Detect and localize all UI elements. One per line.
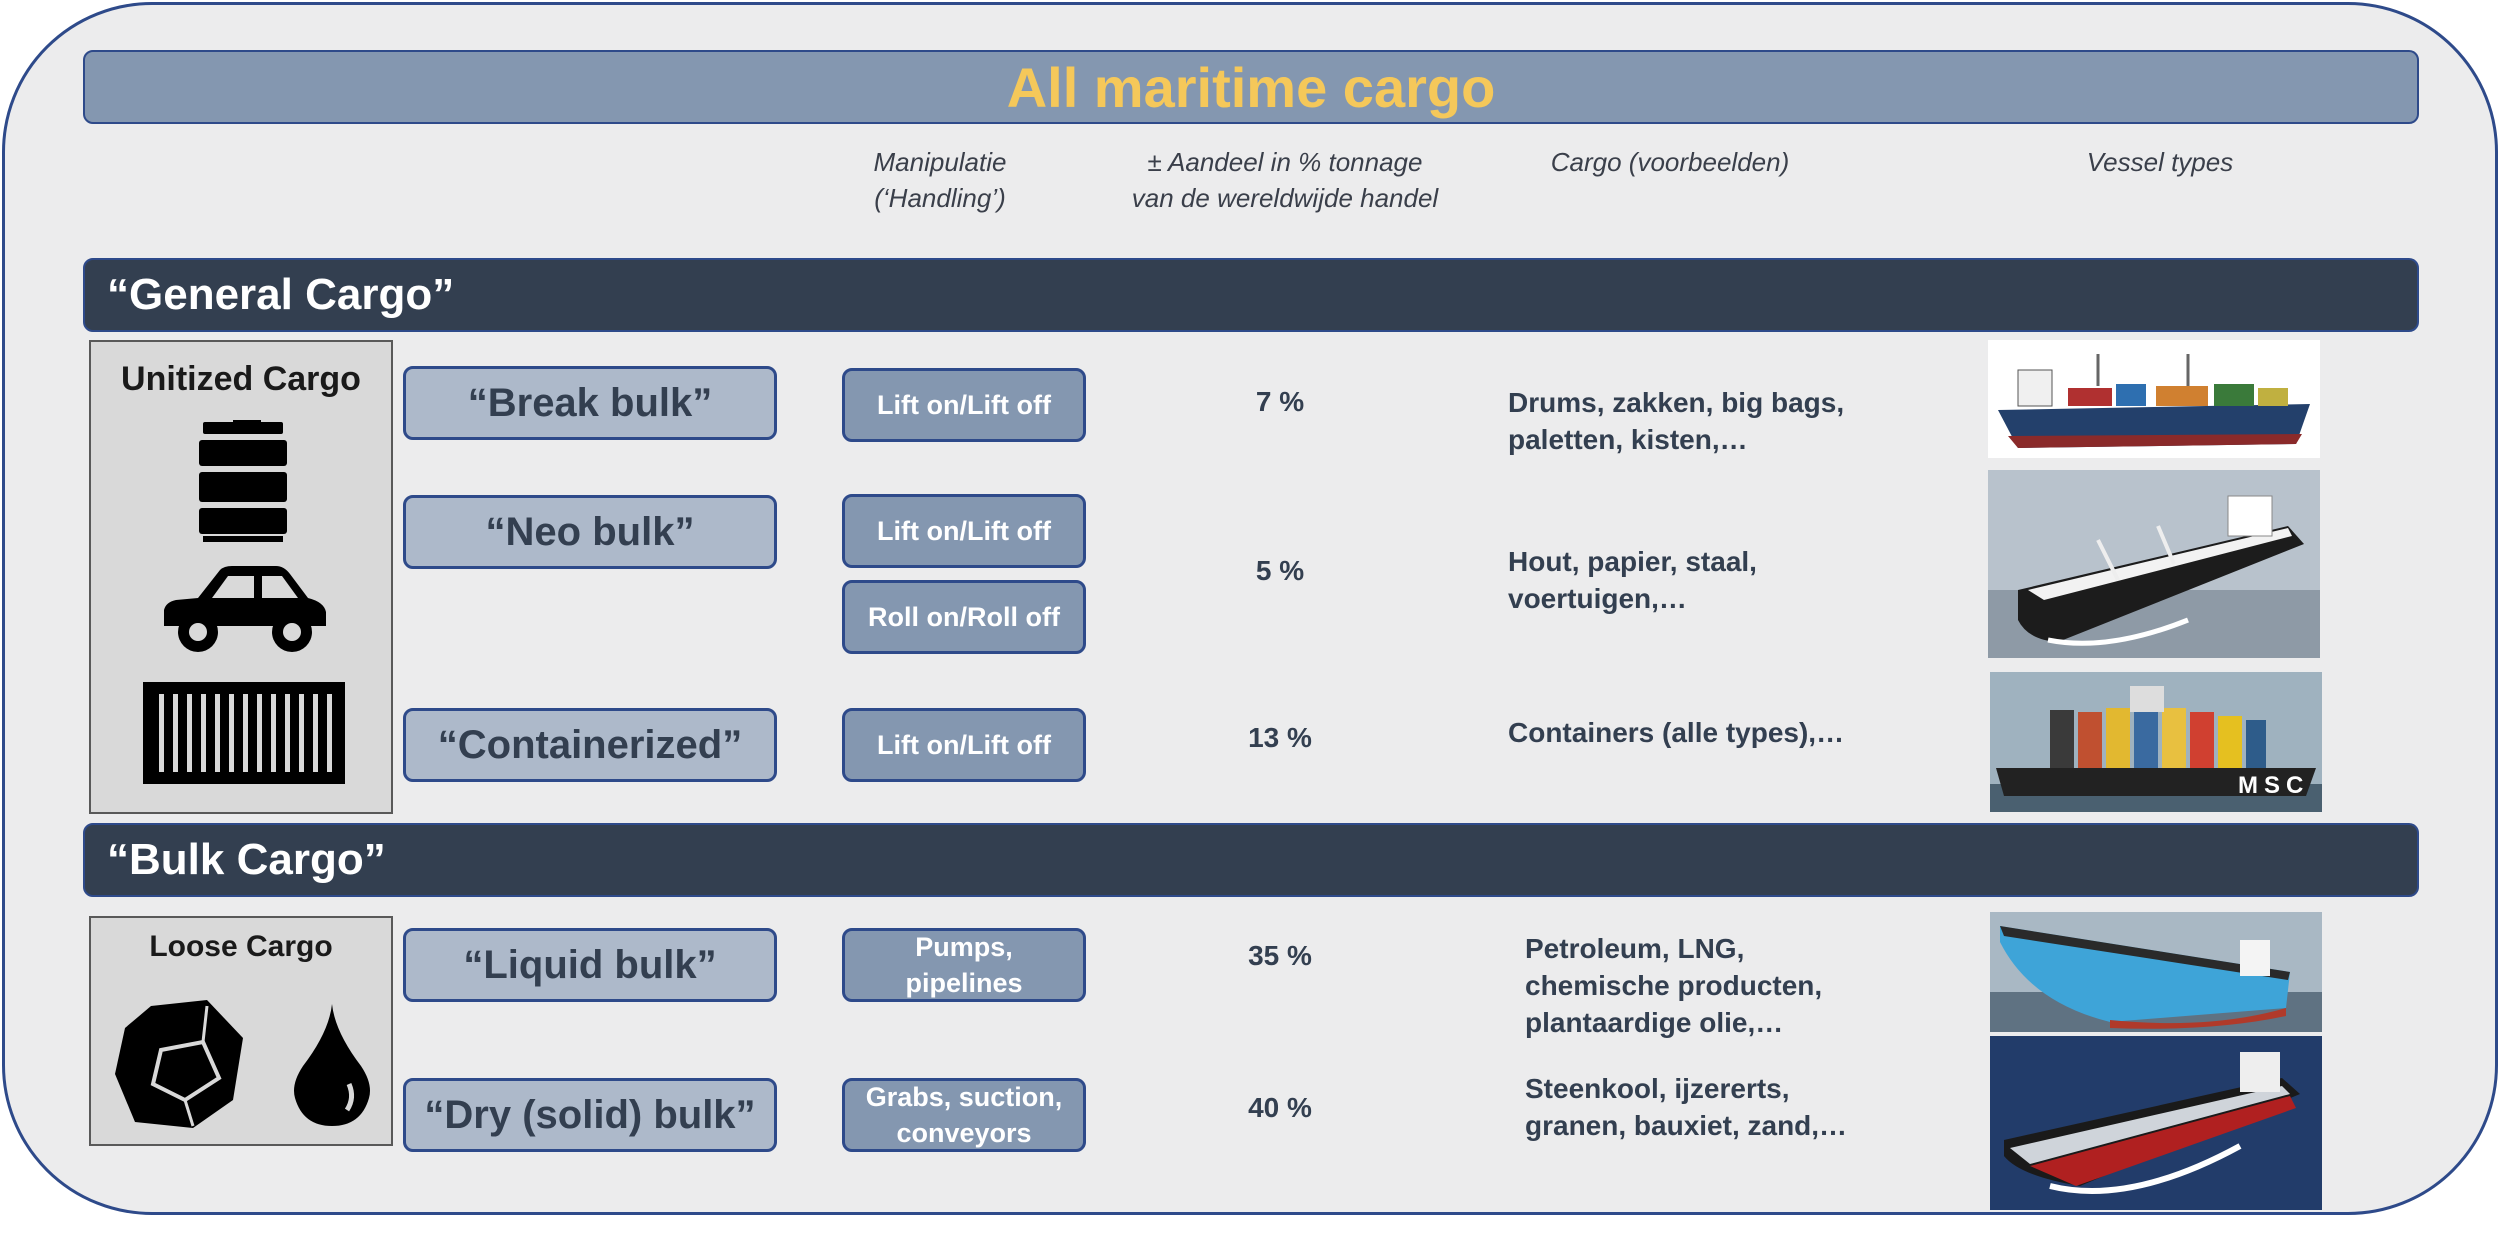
handling-neo-bulk-lolo: Lift on/Lift off	[842, 494, 1086, 568]
cargo-liquid-bulk: Petroleum, LNG, chemische producten, pla…	[1525, 933, 1823, 1038]
category-containerized: “Containerized”	[403, 708, 777, 782]
vessel-label-msc: MSC	[2238, 772, 2310, 799]
column-header-handling: Manipulatie (‘Handling’)	[873, 147, 1007, 213]
handling-break-bulk: Lift on/Lift off	[842, 368, 1086, 442]
handling-containerized: Lift on/Lift off	[842, 708, 1086, 782]
rock-icon	[111, 998, 247, 1137]
cargo-dry-bulk: Steenkool, ijzererts, granen, bauxiet, z…	[1525, 1073, 1848, 1141]
share-neo-bulk: 5 %	[1255, 555, 1305, 586]
barrel-icon	[193, 420, 293, 547]
car-icon	[158, 560, 330, 661]
unitized-cargo-icon-box: Unitized Cargo	[89, 340, 393, 814]
cargo-neo-bulk: Hout, papier, staal, voertuigen,…	[1508, 546, 1757, 614]
share-break-bulk: 7 %	[1255, 386, 1305, 417]
share-liquid-bulk: 35 %	[1248, 940, 1312, 971]
category-liquid-bulk: “Liquid bulk”	[403, 928, 777, 1002]
section-header-general-cargo: “General Cargo”	[83, 258, 2419, 332]
category-neo-bulk: “Neo bulk”	[403, 495, 777, 569]
loose-cargo-icon-box: Loose Cargo	[89, 916, 393, 1146]
container-ship-image: MSC	[1990, 672, 2322, 812]
cargo-containerized: Containers (alle types),…	[1508, 717, 1845, 748]
icon-box-title: Unitized Cargo	[121, 360, 361, 398]
column-header-share: ± Aandeel in % tonnage van de wereldwijd…	[1131, 147, 1439, 213]
handling-liquid-bulk: Pumps, pipelines	[842, 928, 1086, 1002]
category-break-bulk: “Break bulk”	[403, 366, 777, 440]
column-header-vessels: Vessel types	[2086, 147, 2234, 177]
dry-bulk-carrier-image	[1990, 1036, 2322, 1210]
cargo-break-bulk: Drums, zakken, big bags, paletten, kiste…	[1508, 387, 1845, 455]
column-header-cargo: Cargo (voorbeelden)	[1550, 147, 1790, 177]
diagram-title: All maritime cargo	[83, 50, 2419, 124]
share-containerized: 13 %	[1248, 722, 1312, 753]
share-dry-bulk: 40 %	[1248, 1092, 1312, 1123]
category-dry-bulk: “Dry (solid) bulk”	[403, 1078, 777, 1152]
bulk-carrier-ship-image	[1988, 470, 2320, 658]
tanker-ship-image	[1990, 912, 2322, 1032]
section-header-bulk-cargo: “Bulk Cargo”	[83, 823, 2419, 897]
handling-neo-bulk-roro: Roll on/Roll off	[842, 580, 1086, 654]
handling-dry-bulk: Grabs, suction, conveyors	[842, 1078, 1086, 1152]
container-icon	[143, 682, 345, 789]
general-cargo-ship-image	[1988, 340, 2320, 458]
icon-box-title-loose: Loose Cargo	[149, 930, 333, 963]
drop-icon	[291, 1002, 373, 1133]
